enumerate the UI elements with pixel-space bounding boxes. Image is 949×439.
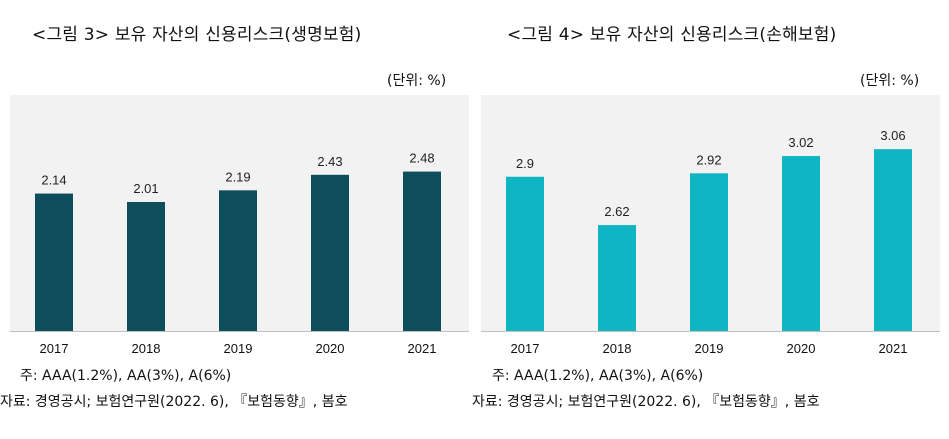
data-label-nonlife-2019: 2.92 <box>696 152 721 167</box>
bar-nonlife-2017 <box>506 176 544 332</box>
source-left: 자료: 경영공시; 보험연구원(2022. 6), 『보험동향』, 봄호 <box>0 394 348 410</box>
footnote-right: 주: AAA(1.2%), AA(3%), A(6%) <box>492 368 704 384</box>
x-axis-nonlife-insurance: 2017 2018 2019 2020 2021 <box>511 341 908 356</box>
bar-chart-life-insurance: 2.14 2.01 2.19 2.43 2.48 <box>10 151 469 332</box>
data-label-nonlife-2018: 2.62 <box>604 204 629 219</box>
bar-nonlife-2021 <box>874 149 912 332</box>
bar-life-2018 <box>127 201 165 332</box>
x-tick-life-2019: 2019 <box>224 341 253 356</box>
data-label-life-2019: 2.19 <box>225 169 250 184</box>
data-label-life-2021: 2.48 <box>409 151 434 166</box>
x-tick-nonlife-2018: 2018 <box>603 341 632 356</box>
bar-life-2017 <box>35 193 73 332</box>
x-tick-nonlife-2017: 2017 <box>511 341 540 356</box>
data-label-life-2017: 2.14 <box>41 173 66 188</box>
source-right: 자료: 경영공시; 보험연구원(2022. 6), 『보험동향』, 봄호 <box>472 394 820 410</box>
x-tick-nonlife-2021: 2021 <box>879 341 908 356</box>
unit-label-right: (단위: %) <box>860 73 920 89</box>
bar-chart-nonlife-insurance: 2.9 2.62 2.92 3.02 3.06 <box>481 128 940 332</box>
data-label-nonlife-2017: 2.9 <box>516 156 534 171</box>
data-label-nonlife-2020: 3.02 <box>788 135 813 150</box>
plot-area-nonlife-insurance: 2.9 2.62 2.92 3.02 3.06 <box>481 95 940 332</box>
x-tick-life-2020: 2020 <box>316 341 345 356</box>
unit-label-left: (단위: %) <box>387 73 447 89</box>
plot-area-life-insurance: 2.14 2.01 2.19 2.43 2.48 <box>10 95 469 332</box>
bar-life-2021 <box>403 171 441 332</box>
chart-title-left: <그림 3> 보유 자산의 신용리스크(생명보험) <box>32 25 362 45</box>
x-tick-life-2021: 2021 <box>408 341 437 356</box>
x-tick-nonlife-2019: 2019 <box>695 341 724 356</box>
data-label-nonlife-2021: 3.06 <box>880 128 905 143</box>
x-tick-life-2017: 2017 <box>40 341 69 356</box>
footnote-left: 주: AAA(1.2%), AA(3%), A(6%) <box>20 368 232 384</box>
bar-life-2020 <box>311 174 349 332</box>
bar-nonlife-2018 <box>598 225 636 332</box>
data-label-life-2018: 2.01 <box>133 181 158 196</box>
bar-nonlife-2020 <box>782 156 820 332</box>
chart-title-right: <그림 4> 보유 자산의 신용리스크(손해보험) <box>507 25 837 45</box>
x-tick-life-2018: 2018 <box>132 341 161 356</box>
x-axis-life-insurance: 2017 2018 2019 2020 2021 <box>40 341 437 356</box>
x-tick-nonlife-2020: 2020 <box>787 341 816 356</box>
bar-nonlife-2019 <box>690 173 728 332</box>
bar-life-2019 <box>219 190 257 332</box>
data-label-life-2020: 2.43 <box>317 154 342 169</box>
